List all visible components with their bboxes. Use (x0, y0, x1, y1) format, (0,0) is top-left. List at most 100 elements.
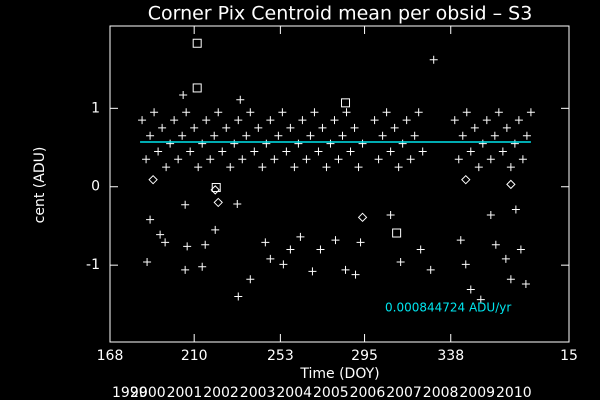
plus-marker (236, 95, 245, 104)
plus-marker (179, 91, 188, 100)
plot-frame (109, 25, 570, 343)
year-label: 1999 (112, 385, 148, 400)
square-marker (192, 38, 202, 48)
plus-marker (258, 163, 267, 172)
plus-marker (429, 55, 438, 64)
plus-marker (146, 215, 155, 224)
plus-marker (514, 116, 523, 125)
plus-marker (402, 116, 411, 125)
plus-marker (266, 116, 275, 125)
plus-marker (518, 155, 527, 164)
plus-marker (242, 131, 251, 140)
plus-marker (234, 292, 243, 301)
plus-marker (510, 139, 519, 148)
plus-marker (286, 123, 295, 132)
plus-marker (286, 245, 295, 254)
plus-marker (318, 123, 327, 132)
plus-marker (296, 232, 305, 241)
fit-label: 0.000844724 ADU/yr (385, 301, 511, 315)
plus-marker (250, 147, 259, 156)
plus-marker (302, 155, 311, 164)
year-label: 2009 (459, 385, 495, 400)
plus-marker (501, 254, 510, 263)
plus-marker (174, 155, 183, 164)
x-axis-label: Time (DOY) (299, 366, 379, 382)
plus-marker (326, 139, 335, 148)
y-tick-label: 0 (91, 179, 100, 195)
x-tick-label: 253 (267, 348, 294, 364)
plus-marker (198, 139, 207, 148)
plus-marker (426, 265, 435, 274)
plus-marker (201, 240, 210, 249)
year-label: 2006 (350, 385, 386, 400)
plus-marker (522, 131, 531, 140)
plus-marker (226, 163, 235, 172)
plus-marker (162, 163, 171, 172)
plus-marker (142, 155, 151, 164)
plus-marker (154, 147, 163, 156)
plus-marker (350, 123, 359, 132)
plus-marker (158, 123, 167, 132)
plus-marker (143, 258, 152, 267)
plus-marker (476, 295, 485, 304)
plus-marker (306, 131, 315, 140)
plus-marker (351, 270, 360, 279)
plus-marker (490, 131, 499, 140)
plus-marker (374, 155, 383, 164)
plus-marker (454, 155, 463, 164)
y-tick-label: -1 (86, 257, 100, 273)
diamond-marker (148, 174, 158, 185)
x-tick-label: 15 (560, 348, 578, 364)
plus-marker (470, 123, 479, 132)
plus-marker (346, 147, 355, 156)
plus-marker (466, 285, 475, 294)
y-axis-label: cent (ADU) (32, 147, 48, 224)
year-label: 2002 (203, 385, 239, 400)
plus-marker (290, 163, 299, 172)
plus-marker (396, 258, 405, 267)
plus-marker (314, 147, 323, 156)
plus-marker (354, 163, 363, 172)
plus-marker (386, 147, 395, 156)
plus-marker (461, 260, 470, 269)
plus-marker (183, 242, 192, 251)
plus-marker (210, 131, 219, 140)
plus-marker (358, 139, 367, 148)
x-tick-label: 295 (351, 348, 378, 364)
plus-marker (378, 131, 387, 140)
plus-marker (406, 155, 415, 164)
plus-marker (370, 116, 379, 125)
plus-marker (322, 163, 331, 172)
plus-marker (511, 205, 520, 214)
plus-marker (458, 131, 467, 140)
square-marker (192, 83, 202, 93)
plus-marker (494, 108, 503, 117)
plus-marker (382, 108, 391, 117)
plus-marker (338, 131, 347, 140)
plus-marker (498, 147, 507, 156)
plus-marker (254, 123, 263, 132)
diamond-marker (461, 174, 471, 185)
plus-marker (170, 116, 179, 125)
plus-marker (386, 210, 395, 219)
plus-marker (230, 139, 239, 148)
plus-marker (298, 116, 307, 125)
plus-marker (246, 108, 255, 117)
plus-marker (138, 116, 147, 125)
plus-marker (211, 225, 220, 234)
plus-marker (279, 260, 288, 269)
plus-marker (462, 108, 471, 117)
diamond-marker (213, 197, 223, 208)
plus-marker (502, 123, 511, 132)
square-marker (392, 228, 402, 238)
y-tick-label: 1 (91, 100, 100, 116)
plus-marker (341, 265, 350, 274)
plus-marker (238, 155, 247, 164)
square-marker (211, 183, 221, 193)
plus-marker (521, 279, 530, 288)
x-tick-label: 168 (97, 348, 124, 364)
year-label: 2005 (313, 385, 349, 400)
plus-marker (181, 265, 190, 274)
plus-marker (398, 139, 407, 148)
